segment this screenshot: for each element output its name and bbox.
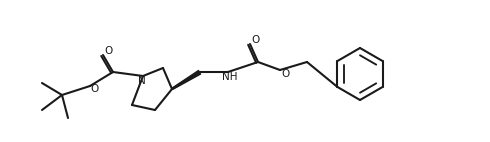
Text: O: O [251, 35, 259, 45]
Text: NH: NH [222, 72, 238, 82]
Text: O: O [281, 69, 289, 79]
Text: O: O [90, 84, 98, 94]
Text: O: O [104, 46, 112, 56]
Text: N: N [138, 76, 146, 86]
